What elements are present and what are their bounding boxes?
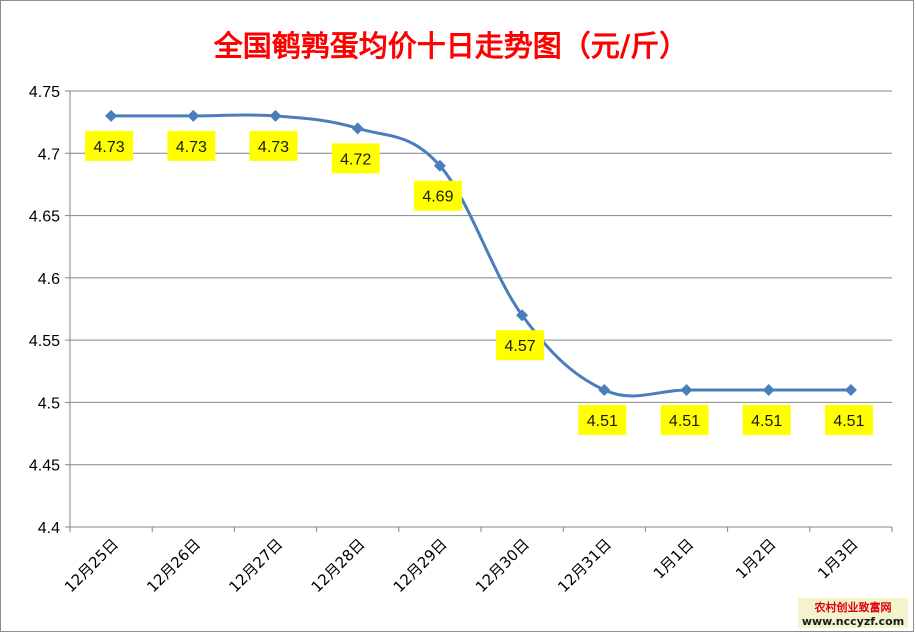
watermark-line1: 农村创业致富网: [814, 600, 892, 614]
data-label-box: [660, 404, 709, 435]
data-label: 4.73: [94, 139, 125, 156]
series-price: [105, 109, 857, 398]
data-point: [516, 309, 529, 322]
data-label: 4.51: [833, 413, 864, 430]
x-tick-label: 12月28日: [308, 535, 369, 596]
data-label: 4.73: [176, 139, 207, 156]
data-label: 4.51: [587, 413, 618, 430]
series-line: [111, 113, 851, 398]
data-label-box: [742, 404, 791, 435]
data-label-box: [85, 130, 134, 161]
data-point: [433, 159, 446, 172]
y-tick-label: 4.75: [29, 84, 60, 101]
data-label-box: [167, 130, 216, 161]
x-tick-label: 12月29日: [390, 535, 451, 596]
data-label-box: [824, 404, 873, 435]
x-tick-label: 1月1日: [650, 535, 697, 582]
watermark-line2: www.nccyzf.com: [802, 615, 904, 628]
data-point: [844, 383, 857, 396]
data-label: 4.69: [422, 189, 453, 206]
x-tick-label: 12月31日: [554, 535, 615, 596]
watermark: 农村创业致富网 www.nccyzf.com: [798, 598, 908, 628]
data-label-box: [249, 130, 298, 161]
data-label: 4.73: [258, 139, 289, 156]
y-axis-ticks: 4.4 4.45 4.5 4.55 4.6 4.65 4.7 4.75: [29, 84, 70, 537]
x-tick-label: 1月3日: [814, 535, 861, 582]
data-point: [351, 122, 364, 135]
y-tick-label: 4.45: [29, 458, 60, 475]
data-label: 4.51: [751, 413, 782, 430]
data-label-box: [496, 330, 545, 361]
data-point: [598, 383, 611, 396]
data-label-box: [413, 180, 462, 211]
x-tick-label: 1月2日: [732, 535, 779, 582]
x-tick-label: 12月27日: [225, 535, 286, 596]
data-label-box: [578, 404, 627, 435]
data-point: [269, 109, 282, 122]
chart-title: 全国鹌鹑蛋均价十日走势图（元/斤）: [213, 29, 689, 63]
y-tick-label: 4.7: [38, 146, 60, 163]
data-labels: 4.73 4.73 4.73 4.72 4.69 4.57 4.51 4.51 4.51 4.51: [85, 130, 873, 435]
y-tick-label: 4.5: [38, 395, 60, 412]
data-point: [762, 383, 775, 396]
x-tick-label: 12月25日: [61, 535, 122, 596]
data-point: [105, 109, 118, 122]
y-tick-label: 4.4: [38, 520, 60, 537]
x-axis-ticks: 12月25日 12月26日 12月27日 12月28日 12月29日 12月30日 12月3…: [61, 527, 893, 596]
data-label: 4.57: [505, 338, 536, 355]
y-tick-label: 4.65: [29, 209, 60, 226]
data-label: 4.72: [340, 151, 371, 168]
y-tick-label: 4.55: [29, 333, 60, 350]
data-label-box: [331, 143, 380, 174]
y-tick-label: 4.6: [38, 271, 60, 288]
x-tick-label: 12月30日: [472, 535, 533, 596]
data-point: [680, 383, 693, 396]
x-tick-label: 12月26日: [143, 535, 204, 596]
data-label: 4.51: [669, 413, 700, 430]
data-point: [187, 109, 200, 122]
